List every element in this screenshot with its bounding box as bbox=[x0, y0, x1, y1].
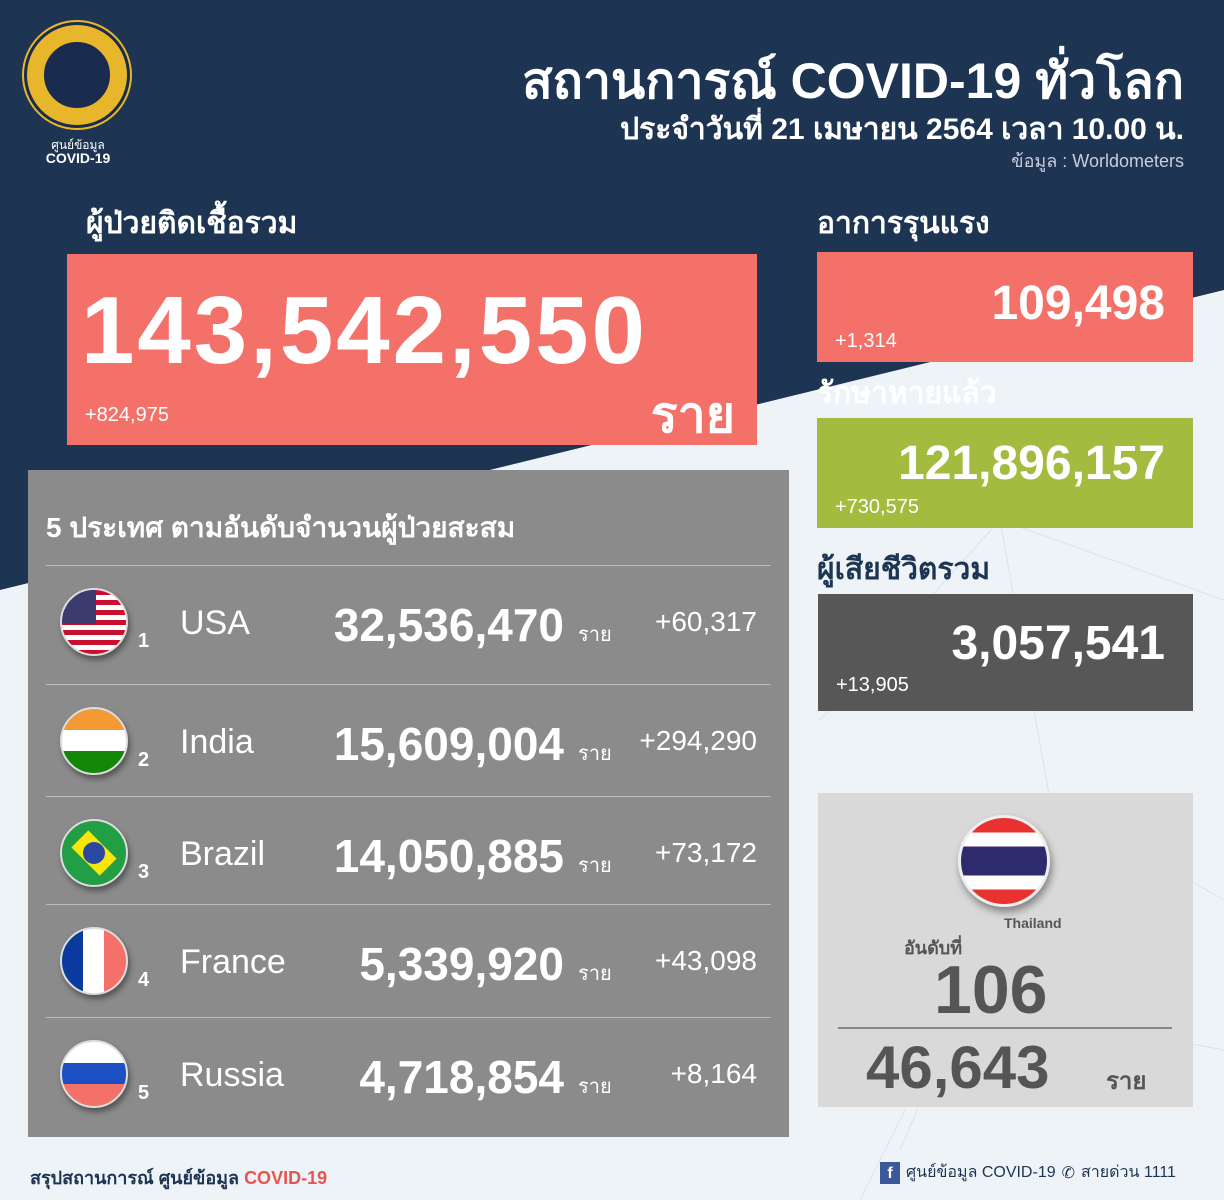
cases-unit: ราย bbox=[578, 1076, 612, 1098]
phone-icon: ✆ bbox=[1061, 1164, 1076, 1182]
country-cases: 14,050,885 bbox=[333, 830, 564, 882]
thailand-unit: ราย bbox=[1106, 1068, 1147, 1095]
recovered-value: 121,896,157 bbox=[898, 437, 1165, 490]
country-name: Brazil bbox=[180, 835, 266, 873]
brazil-flag-icon bbox=[60, 819, 128, 887]
footer-left: สรุปสถานการณ์ ศูนย์ข้อมูล COVID-19 bbox=[30, 1163, 327, 1192]
russia-flag-icon bbox=[60, 1040, 128, 1108]
france-flag-icon bbox=[60, 927, 128, 995]
country-cases: 32,536,470 bbox=[333, 599, 564, 651]
rank: 2 bbox=[138, 749, 150, 771]
total-cases-unit: ราย bbox=[650, 387, 735, 443]
country-delta: +60,317 bbox=[655, 606, 757, 637]
recovered-card: 121,896,157 +730,575 bbox=[817, 418, 1193, 528]
cases-unit: ราย bbox=[578, 743, 612, 765]
country-delta: +73,172 bbox=[655, 837, 757, 868]
deaths-label: ผู้เสียชีวิตรวม bbox=[817, 553, 991, 586]
total-cases-value: 143,542,550 bbox=[81, 277, 648, 384]
cases-unit: ราย bbox=[578, 855, 612, 877]
country-name: India bbox=[180, 723, 254, 761]
country-delta: +8,164 bbox=[670, 1058, 757, 1089]
severe-label: อาการรุนแรง bbox=[817, 207, 990, 240]
hotline: สายด่วน 1111 bbox=[1081, 1164, 1176, 1181]
facebook-page: ศูนย์ข้อมูล COVID-19 bbox=[906, 1164, 1056, 1181]
country-row-russia: 5 Russia 4,718,854 ราย +8,164 bbox=[46, 1017, 771, 1129]
rank: 5 bbox=[138, 1082, 150, 1104]
country-row-india: 2 India 15,609,004 ราย +294,290 bbox=[46, 684, 771, 796]
country-name: France bbox=[180, 943, 286, 981]
deaths-delta: +13,905 bbox=[836, 674, 909, 696]
thailand-rank: 106 bbox=[934, 952, 1048, 1028]
cases-unit: ราย bbox=[578, 624, 612, 646]
rank: 3 bbox=[138, 861, 150, 883]
footer-prefix: สรุปสถานการณ์ ศูนย์ข้อมูล bbox=[30, 1168, 240, 1188]
top5-panel: 5 ประเทศ ตามอันดับจำนวนผู้ป่วยสะสม 1 USA… bbox=[28, 470, 789, 1137]
country-delta: +43,098 bbox=[655, 945, 757, 976]
cases-unit: ราย bbox=[578, 963, 612, 985]
rank: 4 bbox=[138, 969, 150, 991]
total-cases-label: ผู้ป่วยติดเชื้อรวม bbox=[86, 207, 298, 240]
country-row-france: 4 France 5,339,920 ราย +43,098 bbox=[46, 904, 771, 1016]
usa-flag-icon bbox=[60, 588, 128, 656]
country-cases: 15,609,004 bbox=[333, 718, 564, 770]
india-flag-icon bbox=[60, 707, 128, 775]
footer-accent: COVID-19 bbox=[244, 1168, 328, 1188]
severe-delta: +1,314 bbox=[835, 330, 897, 352]
deaths-card: 3,057,541 +13,905 bbox=[818, 594, 1193, 711]
severe-value: 109,498 bbox=[991, 277, 1165, 330]
page-title: สถานการณ์ COVID-19 ทั่วโลก bbox=[522, 53, 1184, 109]
rank: 1 bbox=[138, 630, 150, 652]
thailand-card: Thailand อันดับที่ 106 46,643 ราย bbox=[818, 793, 1193, 1107]
data-source: ข้อมูล : Worldometers bbox=[1011, 151, 1184, 171]
thailand-name: Thailand bbox=[1004, 915, 1062, 931]
facebook-icon: f bbox=[880, 1161, 900, 1184]
total-cases-card: 143,542,550 ราย +824,975 bbox=[67, 254, 757, 445]
top5-title: 5 ประเทศ ตามอันดับจำนวนผู้ป่วยสะสม bbox=[46, 512, 516, 543]
thailand-flag-icon bbox=[958, 815, 1050, 907]
country-row-usa: 1 USA 32,536,470 ราย +60,317 bbox=[46, 565, 771, 677]
rank-label: อันดับที่ bbox=[904, 938, 963, 958]
government-seal-logo bbox=[24, 22, 130, 128]
recovered-label: รักษาหายแล้ว bbox=[817, 377, 997, 410]
divider bbox=[838, 1027, 1172, 1029]
country-name: USA bbox=[180, 604, 250, 642]
thailand-cases: 46,643 bbox=[866, 1034, 1050, 1101]
total-cases-delta: +824,975 bbox=[85, 404, 169, 426]
country-cases: 4,718,854 bbox=[359, 1051, 564, 1103]
country-delta: +294,290 bbox=[639, 725, 757, 756]
country-cases: 5,339,920 bbox=[359, 938, 564, 990]
country-name: Russia bbox=[180, 1056, 284, 1094]
country-row-brazil: 3 Brazil 14,050,885 ราย +73,172 bbox=[46, 796, 771, 908]
recovered-delta: +730,575 bbox=[835, 496, 919, 518]
logo-caption-covid: COVID-19 bbox=[45, 150, 111, 166]
footer-right: f ศูนย์ข้อมูล COVID-19 ✆ สายด่วน 1111 bbox=[880, 1160, 1176, 1185]
logo-caption: ศูนย์ข้อมูล bbox=[51, 138, 105, 152]
severe-card: 109,498 +1,314 bbox=[817, 252, 1193, 362]
date-subtitle: ประจำวันที่ 21 เมษายน 2564 เวลา 10.00 น. bbox=[620, 113, 1184, 146]
deaths-value: 3,057,541 bbox=[951, 617, 1165, 670]
